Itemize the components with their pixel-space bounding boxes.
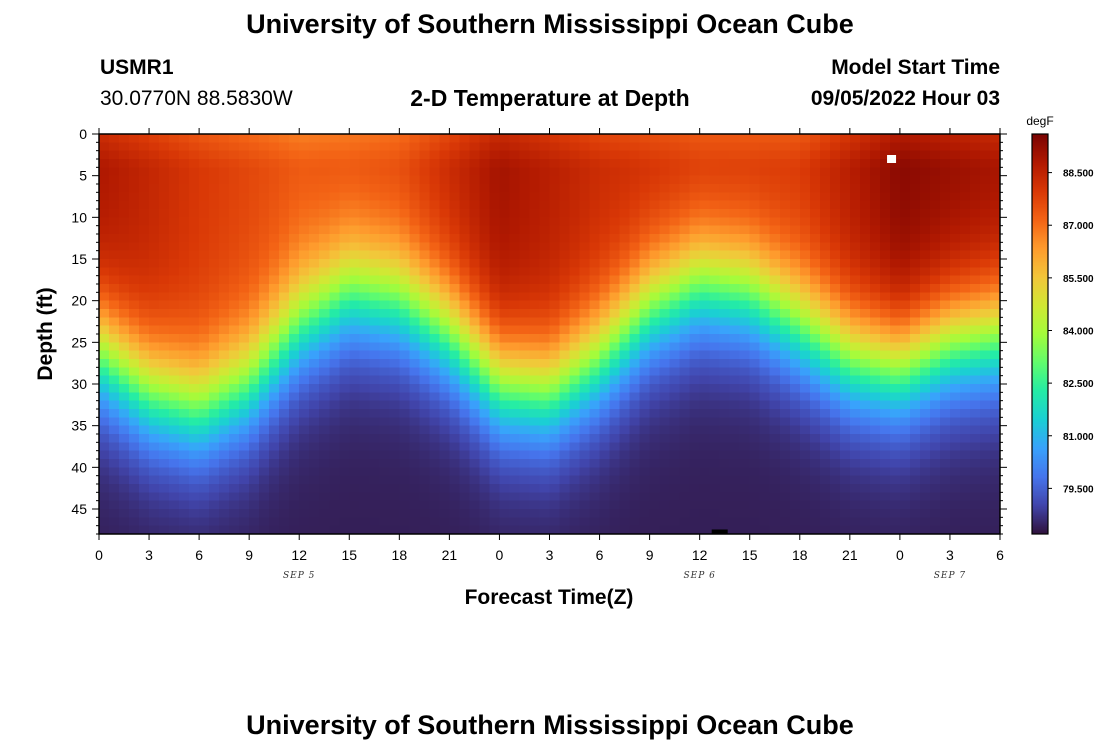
y-tick-label: 10 <box>71 209 87 225</box>
colorbar-label: 85.500 <box>1063 274 1094 285</box>
data-markers <box>711 155 897 534</box>
colorbar-label: 87.000 <box>1063 221 1094 232</box>
x-tick-label: 6 <box>596 547 604 563</box>
colorbar: 88.500 87.000 85.500 84.000 82.500 81.000 79.5… <box>1031 133 1094 535</box>
x-axis-label: Forecast Time(Z) <box>465 586 634 609</box>
x-tick-label: 21 <box>442 547 458 563</box>
y-tick-label: 45 <box>71 501 87 517</box>
y-tick-label: 25 <box>71 334 87 350</box>
y-tick-label: 35 <box>71 418 87 434</box>
x-tick-label: 15 <box>742 547 758 563</box>
x-tick-label: 18 <box>792 547 808 563</box>
y-tick-label: 30 <box>71 376 87 392</box>
colorbar-gradient <box>1032 134 1048 534</box>
y-tick-label: 20 <box>71 293 87 309</box>
colorbar-label: 88.500 <box>1063 169 1094 180</box>
model-start-time: 09/05/2022 Hour 03 <box>810 87 1000 110</box>
date-labels: SEP 5 SEP 6 SEP 7 <box>283 571 966 581</box>
model-start-label: Model Start Time <box>831 56 1000 79</box>
data-marker <box>711 529 728 534</box>
x-axis-ticks: 0 3 6 9 12 15 18 21 0 3 6 9 12 15 18 21 0 3 6 <box>95 128 1004 563</box>
temperature-heatmap <box>99 134 1000 534</box>
plot-border <box>98 133 1001 535</box>
date-label: SEP 6 <box>683 571 715 581</box>
station-id: USMR1 <box>100 56 174 79</box>
x-tick-label: 6 <box>195 547 203 563</box>
footer-title: University of Southern Mississippi Ocean… <box>246 710 854 740</box>
y-tick-label: 5 <box>79 168 87 184</box>
x-tick-label: 15 <box>341 547 357 563</box>
y-tick-label: 0 <box>79 126 87 142</box>
chart-subtitle: 2-D Temperature at Depth <box>410 85 690 111</box>
colorbar-label: 82.500 <box>1063 379 1094 390</box>
colorbar-unit: degF <box>1026 114 1053 128</box>
data-marker <box>887 155 897 163</box>
x-tick-label: 12 <box>692 547 708 563</box>
x-tick-label: 9 <box>245 547 253 563</box>
plot-frame <box>98 133 1001 535</box>
colorbar-label: 81.000 <box>1063 432 1094 443</box>
y-axis-ticks: 0 5 10 15 20 25 30 35 40 45 <box>71 126 1007 535</box>
y-tick-label: 40 <box>71 459 87 475</box>
page-title: University of Southern Mississippi Ocean… <box>246 9 854 39</box>
date-label: SEP 7 <box>934 571 966 581</box>
x-tick-label: 0 <box>95 547 103 563</box>
x-tick-label: 9 <box>646 547 654 563</box>
x-tick-label: 6 <box>996 547 1004 563</box>
x-tick-label: 3 <box>145 547 153 563</box>
x-tick-label: 12 <box>291 547 307 563</box>
y-axis-label: Depth (ft) <box>34 287 57 380</box>
station-location: 30.0770N 88.5830W <box>100 87 293 110</box>
colorbar-label: 79.500 <box>1063 484 1094 495</box>
x-tick-label: 3 <box>546 547 554 563</box>
x-tick-label: 3 <box>946 547 954 563</box>
y-tick-label: 15 <box>71 251 87 267</box>
colorbar-border <box>1031 133 1049 535</box>
x-tick-label: 0 <box>896 547 904 563</box>
date-label: SEP 5 <box>283 571 315 581</box>
colorbar-label: 84.000 <box>1063 326 1094 337</box>
x-tick-label: 21 <box>842 547 858 563</box>
x-tick-label: 18 <box>392 547 408 563</box>
x-tick-label: 0 <box>496 547 504 563</box>
